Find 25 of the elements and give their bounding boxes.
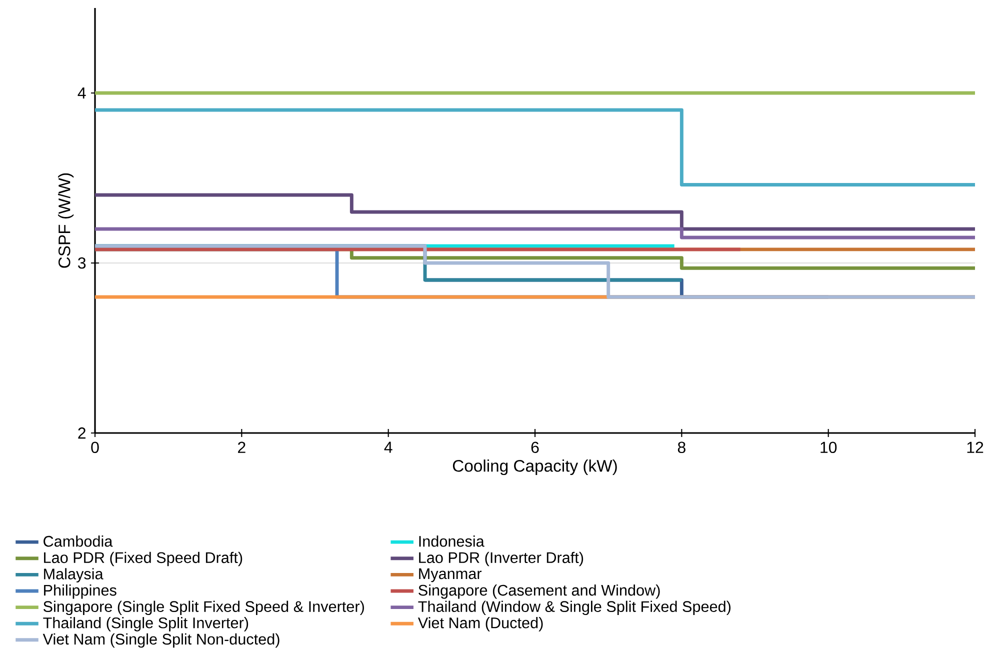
legend-label: Viet Nam (Ducted) bbox=[418, 617, 543, 632]
x-tick-label: 12 bbox=[967, 442, 984, 453]
legend-label: Indonesia bbox=[419, 536, 484, 547]
legend-label: Singapore (Casement and Window) bbox=[418, 584, 660, 599]
x-tick-label: 0 bbox=[91, 442, 99, 454]
legend-label: Viet Nam (Single Split Non-ducted) bbox=[42, 633, 280, 648]
y-tick-label: 4 bbox=[78, 88, 86, 98]
x-axis-title: Cooling Capacity (kW) bbox=[452, 460, 617, 476]
legend-label: Lao PDR (Inverter Draft) bbox=[419, 552, 584, 566]
x-tick-label: 4 bbox=[384, 442, 392, 453]
legend-label: Thailand (Single Split Inverter) bbox=[43, 617, 248, 632]
legend-label: Malaysia bbox=[44, 568, 104, 582]
y-tick-label: 3 bbox=[78, 257, 86, 269]
x-tick-label: 8 bbox=[678, 442, 686, 454]
legend-label: Thailand (Window & Single Split Fixed Speed) bbox=[418, 600, 730, 616]
legend-label: Singapore (Single Split Fixed Speed & Inverter) bbox=[43, 600, 364, 616]
y-tick-label: 2 bbox=[78, 427, 86, 439]
legend-label: Myanmar bbox=[419, 568, 482, 582]
x-tick-label: 2 bbox=[238, 442, 246, 453]
legend-label: Cambodia bbox=[44, 536, 113, 547]
x-tick-label: 6 bbox=[531, 442, 539, 454]
legend-label: Lao PDR (Fixed Speed Draft) bbox=[44, 552, 242, 566]
x-tick-label: 10 bbox=[820, 442, 837, 454]
y-axis-title: CSPF (W/W) bbox=[58, 173, 74, 268]
legend-label: Philippines bbox=[44, 584, 116, 599]
